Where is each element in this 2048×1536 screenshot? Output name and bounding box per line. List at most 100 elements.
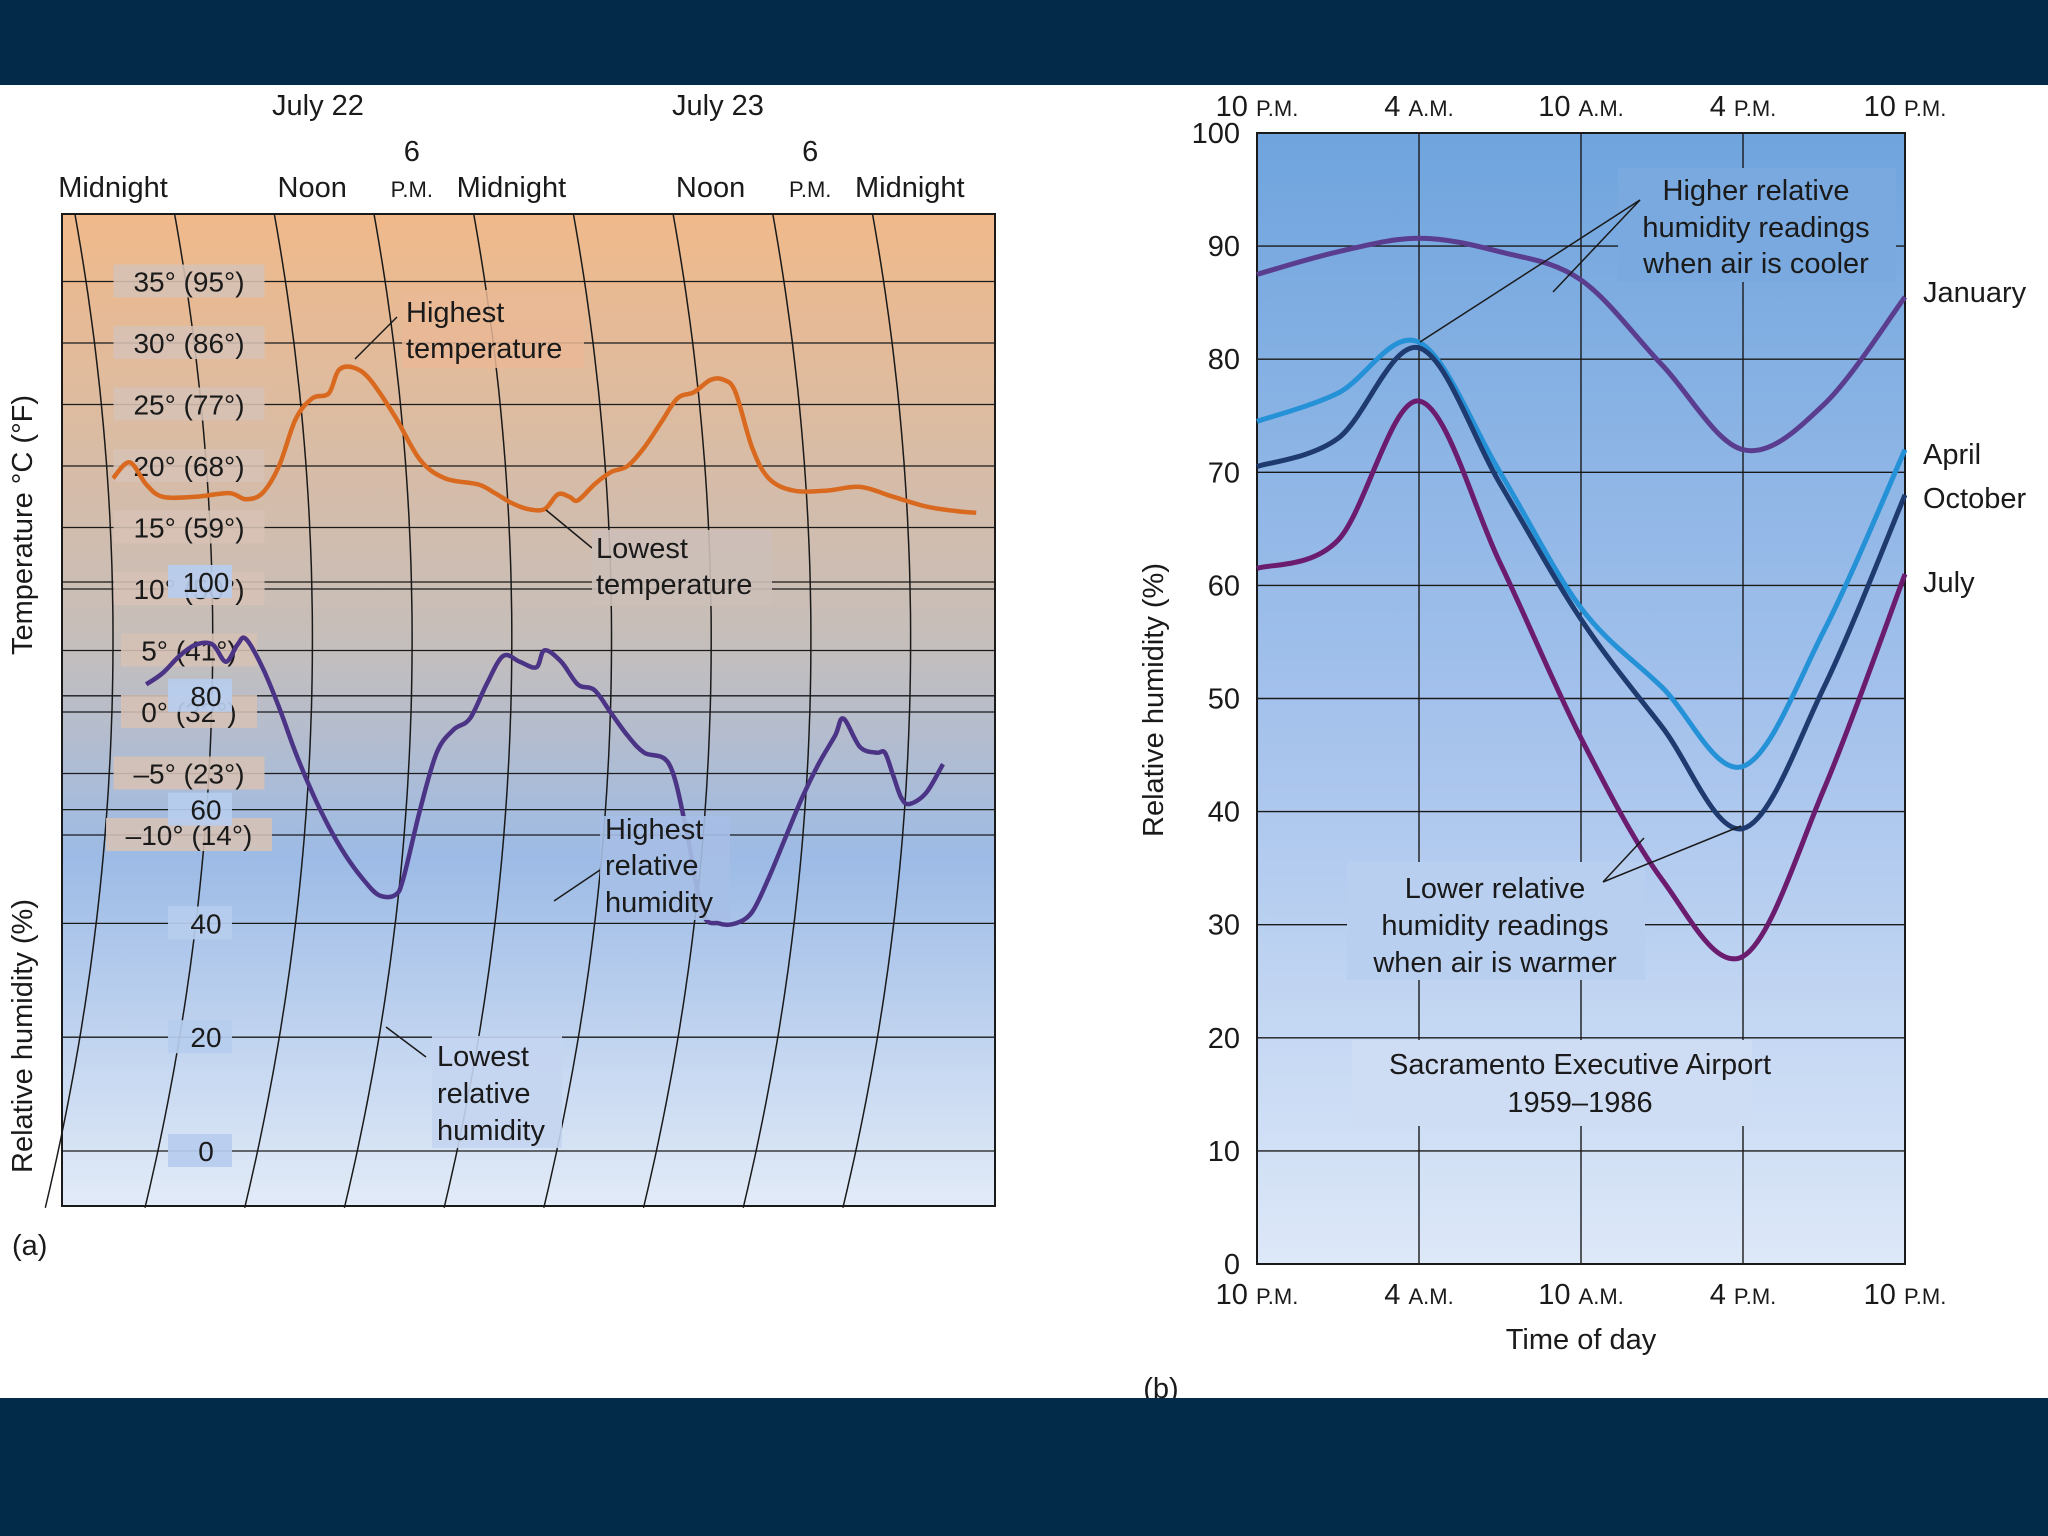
series-line-july [1256,398,1908,962]
y-tick-label: 90 [1208,231,1240,263]
x-tick-label: 10 A.M. [1538,91,1624,123]
y-tick-label: 10 [1208,1136,1240,1168]
humidity-tick-label: 100 [183,567,230,598]
annotation-higher-humidity: Higher relative humidity readings when a… [1618,168,1896,282]
annotation-text: when air is warmer [1372,947,1617,979]
panel-b-series: January April October July [1256,235,2027,962]
temperature-series-line [111,364,977,515]
time-label: Midnight [855,172,965,204]
humidity-series-line [144,635,945,928]
y-tick-label: 50 [1208,684,1240,716]
date-label-july-23: July 23 [672,90,764,122]
figure-canvas: 35° (95°) 30° (86°) 25° (77°) 20° (68°) 15° … [7,90,2027,1398]
annotation-text: temperature [596,569,752,601]
x-tick-label: 10 P.M. [1864,91,1947,123]
time-label: Noon [278,172,347,204]
temperature-axis-label: Temperature °C (°F) [7,395,39,655]
time-gridline [842,213,912,1208]
time-gridline [244,213,314,1208]
top-banner [0,0,2048,85]
time-label: Midnight [457,172,567,204]
panel-b-label: (b) [1143,1373,1178,1398]
station-label: Sacramento Executive Airport 1959–1986 [1352,1040,1771,1126]
time-label: 6 [802,136,818,168]
humidity-axis-label-b: Relative humidity (%) [1138,563,1170,837]
time-gridline [543,213,613,1208]
tick-label-bg [113,510,265,544]
temperature-tick-label: 35° (95°) [133,267,244,298]
series-label-january: January [1923,277,2027,309]
y-tick-label: 100 [1192,118,1240,150]
humidity-tick-label: 60 [190,795,221,826]
bottom-banner [0,1398,2048,1536]
temperature-tick-label: 20° (68°) [133,451,244,482]
annotation-text: Lower relative [1405,873,1586,905]
panel-a: 35° (95°) 30° (86°) 25° (77°) 20° (68°) 15° … [7,90,996,1262]
panel-a-label: (a) [12,1230,47,1262]
temperature-tick-label: 25° (77°) [133,390,244,421]
station-years: 1959–1986 [1507,1087,1652,1119]
x-tick-label: 4 P.M. [1710,1279,1777,1311]
annotation-leader-lines [1419,199,1742,883]
annotation-text: Lowest [596,533,688,565]
tick-label-bg [168,792,232,826]
tick-label-bg [168,906,232,940]
temperature-tick-label: 30° (86°) [133,328,244,359]
time-gridline [44,213,114,1208]
humidity-tick-label: 40 [190,908,221,939]
annotation-text: humidity [437,1115,545,1147]
time-label: Noon [676,172,745,204]
date-label-july-22: July 22 [272,90,364,122]
series-label-july: July [1923,567,1975,599]
humidity-axis-label-a: Relative humidity (%) [7,899,39,1173]
humidity-tick-label: 80 [190,681,221,712]
time-gridline [642,213,712,1208]
time-label-suffix: P.M. [391,177,433,202]
x-tick-label: 10 P.M. [1216,91,1299,123]
panel-a-time-labels: Midnight Noon 6 P.M. Midnight Noon 6 P.M. Midnig… [58,136,964,204]
station-name: Sacramento Executive Airport [1389,1049,1771,1081]
humidity-tick-label: 20 [190,1022,221,1053]
series-line-january [1256,235,1907,454]
tick-label-bg [113,387,265,421]
time-label-suffix: P.M. [789,177,831,202]
x-tick-label: 4 A.M. [1384,91,1453,123]
time-gridline [742,213,812,1208]
x-tick-label: 10 A.M. [1538,1279,1624,1311]
annotation-text: Lowest [437,1041,529,1073]
x-axis-label: Time of day [1506,1324,1657,1356]
y-tick-label: 40 [1208,797,1240,829]
y-tick-label: 30 [1208,910,1240,942]
time-label: Midnight [58,172,168,204]
annotation-text: when air is cooler [1642,248,1869,280]
y-tick-label: 80 [1208,344,1240,376]
x-tick-label: 4 P.M. [1710,91,1777,123]
annotation-text: Higher relative [1663,175,1850,207]
panel-b-y-ticks: 0 10 20 30 40 50 60 70 80 90 100 [1192,118,1240,1281]
annotation-text: humidity readings [1642,212,1869,244]
annotation-text: humidity readings [1381,910,1608,942]
y-tick-label: 60 [1208,570,1240,602]
tick-label-bg [168,1134,232,1167]
series-label-april: April [1923,439,1981,471]
tick-label-bg [168,1020,232,1054]
tick-label-bg [113,756,265,790]
x-tick-label: 10 P.M. [1864,1279,1947,1311]
series-line-april [1256,337,1908,770]
annotation-highest-temperature: Highest temperature [354,290,584,368]
humidity-tick-label: 0 [198,1136,214,1167]
annotation-lowest-humidity: Lowest relative humidity [385,1026,562,1148]
series-label-october: October [1923,483,2026,515]
annotation-text: temperature [406,333,562,365]
annotation-text: Highest [605,814,703,846]
tick-label-bg [168,678,232,712]
annotation-text: Highest [406,297,504,329]
tick-label-bg [113,326,265,359]
annotation-highest-humidity: Highest relative humidity [553,814,730,920]
y-tick-label: 0 [1224,1249,1240,1281]
panel-b-x-ticks: 10 P.M. 10 P.M. 4 A.M. 4 A.M. 10 A.M. 10 A.M.… [1216,91,1947,1311]
series-line-october [1256,345,1908,832]
annotation-text: relative [605,850,699,882]
panel-a-series [111,364,977,928]
annotation-text: humidity [605,887,713,919]
